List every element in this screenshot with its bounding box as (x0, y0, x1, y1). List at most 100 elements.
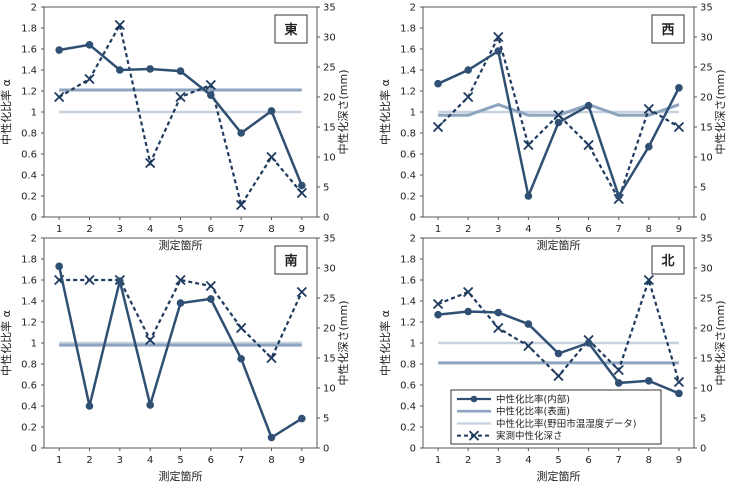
x-tick-label: 9 (676, 455, 682, 466)
direction-label: 西 (661, 23, 674, 38)
x-tick-label: 6 (585, 224, 591, 235)
chart-panel-1: 00.20.40.60.811.21.41.61.820510152025303… (0, 3, 350, 253)
y-tick-label: 1.2 (21, 318, 37, 329)
y-tick-label: 2 (410, 234, 416, 245)
data-point-internal (237, 354, 245, 363)
y-tick-label: 0 (410, 213, 416, 224)
data-point-internal (85, 41, 94, 49)
x-tick-label: 6 (208, 455, 214, 466)
legend-marker-depth (468, 430, 480, 441)
data-point-internal (298, 181, 306, 190)
y2-tick-label: 20 (700, 324, 713, 335)
y2-tick-label: 25 (700, 63, 713, 74)
y2-tick-label: 30 (700, 33, 713, 44)
data-point-internal (434, 79, 442, 88)
x-tick-label: 3 (117, 455, 123, 466)
y2-tick-label: 20 (323, 324, 336, 335)
data-point-internal (614, 379, 623, 387)
data-point-depth (205, 280, 216, 292)
x-tick-label: 5 (177, 455, 183, 466)
data-point-internal (267, 433, 276, 442)
data-point-internal (146, 401, 154, 409)
data-point-depth (463, 91, 474, 103)
y-tick-label: 1.6 (21, 45, 37, 56)
y2-tick-label: 0 (323, 444, 329, 455)
y-tick-label: 0 (410, 444, 416, 455)
x-tick-label: 4 (525, 224, 531, 235)
y-tick-label: 1.8 (400, 255, 416, 266)
data-point-internal (176, 299, 185, 307)
data-point-depth (145, 334, 156, 346)
data-point-depth (145, 157, 156, 169)
y2-tick-label: 10 (700, 153, 713, 164)
x-tick-label: 1 (435, 455, 441, 466)
data-point-internal (267, 107, 276, 115)
direction-box (274, 245, 308, 275)
x-tick-label: 7 (616, 224, 622, 235)
legend-label-internal: 中性化比率(内部) (496, 394, 570, 406)
y-tick-label: 1.2 (400, 318, 416, 329)
data-point-depth (266, 151, 277, 163)
y-tick-label: 2 (31, 3, 37, 14)
data-point-internal (207, 295, 215, 303)
data-point-depth (236, 199, 247, 211)
data-point-depth (432, 121, 444, 133)
data-point-depth (54, 91, 65, 103)
data-point-internal (645, 377, 653, 385)
x-tick-label: 3 (495, 224, 501, 235)
y-axis-label: 中性化比率 α (0, 79, 13, 145)
data-point-depth (205, 79, 216, 91)
data-point-internal (237, 129, 245, 137)
y2-tick-label: 25 (323, 63, 336, 74)
y-tick-label: 1 (410, 339, 416, 350)
direction-box (274, 14, 308, 44)
x-tick-label: 5 (555, 224, 561, 235)
x-tick-label: 7 (616, 455, 622, 466)
y2-tick-label: 35 (700, 3, 713, 14)
y2-axis-label: 中性化深さ(mm) (713, 300, 727, 385)
data-point-internal (675, 84, 683, 92)
data-point-depth (114, 19, 125, 31)
y-tick-label: 0.2 (400, 192, 416, 203)
y-tick-label: 0 (31, 444, 37, 455)
y-tick-label: 0.8 (400, 129, 416, 140)
y-tick-label: 0 (31, 213, 37, 224)
data-point-internal (55, 262, 63, 271)
x-tick-label: 8 (268, 224, 274, 235)
y-tick-label: 0.4 (21, 402, 37, 413)
y-axis-label: 中性化比率 α (0, 310, 13, 376)
y-tick-label: 0.8 (21, 360, 37, 371)
data-point-depth (613, 364, 624, 376)
x-tick-label: 8 (646, 455, 652, 466)
x-tick-label: 4 (525, 455, 531, 466)
data-point-depth (643, 103, 654, 115)
data-point-internal (524, 320, 533, 328)
data-point-internal (116, 66, 124, 74)
x-axis-label: 測定箇所 (537, 238, 581, 252)
y-tick-label: 0.2 (400, 423, 416, 434)
x-tick-label: 1 (435, 224, 441, 235)
legend: 中性化比率(内部)中性化比率(表面)中性化比率(野田市温湿度データ)実測中性化深… (450, 389, 662, 445)
x-tick-label: 2 (86, 455, 92, 466)
x-tick-label: 6 (208, 224, 214, 235)
x-tick-label: 5 (177, 224, 183, 235)
y-tick-label: 0.4 (400, 171, 416, 182)
y2-tick-label: 25 (323, 294, 336, 305)
data-point-internal (554, 118, 563, 127)
y2-tick-label: 0 (323, 213, 329, 224)
y2-tick-label: 30 (323, 264, 336, 275)
data-point-depth (553, 109, 564, 121)
y2-tick-label: 15 (323, 354, 336, 365)
data-point-depth (266, 352, 277, 364)
data-point-depth (175, 91, 186, 103)
series-line-surface (438, 103, 680, 117)
x-tick-label: 4 (147, 455, 153, 466)
x-axis-label: 測定箇所 (537, 469, 581, 483)
y-tick-label: 2 (410, 3, 416, 14)
data-point-internal (614, 192, 623, 200)
y-tick-label: 0.8 (400, 360, 416, 371)
chart-panel-2: 00.20.40.60.811.21.41.61.820510152025303… (378, 3, 727, 253)
direction-label: 北 (661, 254, 674, 269)
y2-tick-label: 35 (323, 3, 336, 14)
data-point-depth (523, 340, 534, 352)
